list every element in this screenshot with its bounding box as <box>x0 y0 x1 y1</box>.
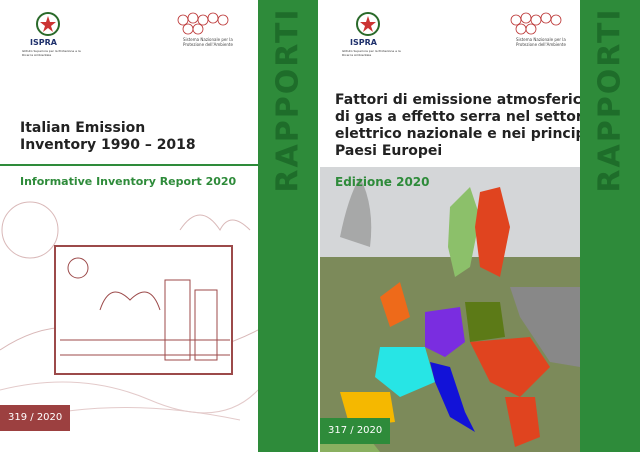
subtitle: Informative Inventory Report 2020 <box>20 175 237 188</box>
org-full: Istituto Superiore per la Protezione e l… <box>22 49 81 57</box>
emblem <box>36 12 60 36</box>
title-line: di gas a effetto serra nel settore <box>335 109 593 125</box>
network-logo <box>177 12 229 35</box>
network: Sistema Nazionale per la Protezione dell… <box>183 37 233 47</box>
title-line: Inventory 1990 – 2018 <box>20 137 196 153</box>
cover-left: ISPRA Istituto Superiore per la Protezio… <box>0 0 318 452</box>
network-logo <box>510 12 562 35</box>
org-full: Istituto Superiore per la Protezione e l… <box>342 49 401 57</box>
title: Fattori di emissione atmosferica di gas … <box>335 92 605 160</box>
title-line: Paesi Europei <box>335 143 443 159</box>
series-strip: RAPPORTI <box>580 0 640 452</box>
cover-right: ISPRA Istituto Superiore per la Protezio… <box>320 0 640 452</box>
title-line: Fattori di emissione atmosferica <box>335 92 591 108</box>
title-line: elettrico nazionale e nei principali <box>335 126 605 142</box>
org: ISPRA <box>30 38 57 47</box>
illustration <box>0 201 258 421</box>
network: Sistema Nazionale per la Protezione dell… <box>516 37 566 47</box>
title-line: Italian Emission <box>20 120 146 136</box>
series-strip: RAPPORTI <box>258 0 318 452</box>
map-image <box>320 167 580 452</box>
report-number: 319 / 2020 <box>0 405 71 431</box>
series: RAPPORTI <box>592 7 628 193</box>
report-number: 317 / 2020 <box>320 418 391 444</box>
subtitle: Edizione 2020 <box>335 175 430 189</box>
rule <box>0 164 258 166</box>
title: Italian Emission Inventory 1990 – 2018 <box>20 120 196 154</box>
series: RAPPORTI <box>270 7 306 193</box>
emblem <box>356 12 380 36</box>
org: ISPRA <box>350 38 377 47</box>
